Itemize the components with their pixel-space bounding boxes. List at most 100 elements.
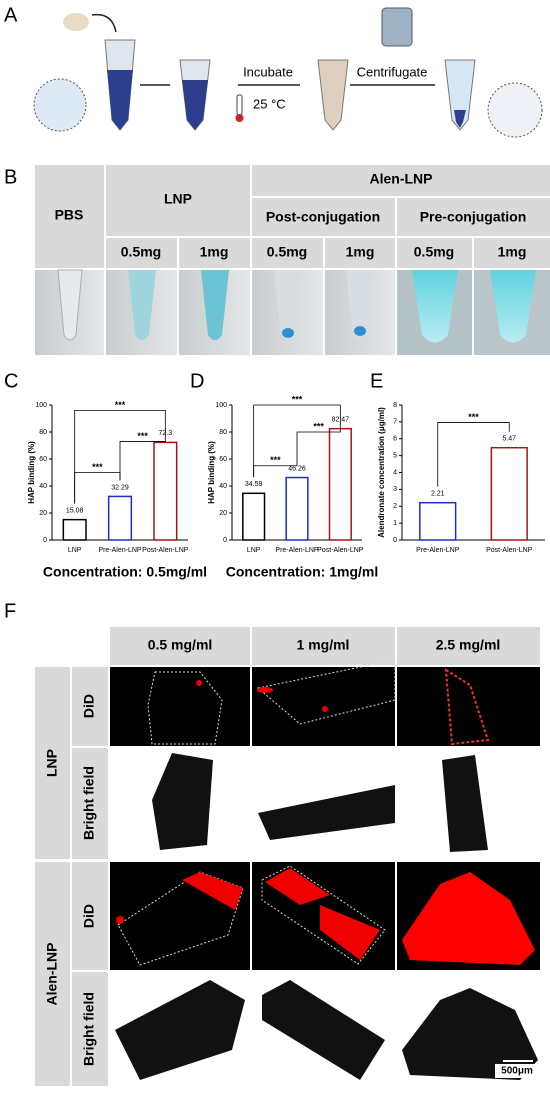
significance-bracket (119, 426, 166, 481)
y-tick-label: 6 (393, 436, 397, 443)
arrow (91, 13, 117, 33)
header-cell (35, 165, 104, 268)
header-cell (35, 862, 70, 1086)
dose: 1mg (498, 244, 527, 260)
x-tick-label: Pre-Alen-LNP (275, 547, 319, 554)
bar (328, 427, 352, 541)
powder (63, 13, 89, 31)
bar (62, 518, 87, 541)
signal (196, 680, 202, 686)
liquid (107, 70, 133, 130)
specimen (442, 755, 488, 852)
y-tick-label: 60 (219, 456, 227, 463)
x-tick-label: LNP (68, 547, 82, 554)
header-cell (252, 198, 395, 236)
micrograph (110, 862, 250, 970)
tube (412, 270, 458, 343)
y-tick-label: 1 (393, 520, 397, 527)
y-tick-label: 3 (393, 486, 397, 493)
zoom-circle (33, 78, 87, 132)
bar (490, 446, 528, 541)
signal (322, 706, 328, 712)
header: Pre-conjugation (420, 209, 527, 225)
y-axis-label: HAP binding (%) (207, 441, 216, 504)
bar (153, 441, 178, 541)
signal (402, 872, 535, 965)
y-tick-label: 40 (219, 483, 227, 490)
dose: 0.5mg (414, 244, 454, 260)
bar (107, 495, 133, 541)
row-label: Bright field (81, 766, 97, 840)
y-tick-label: 80 (219, 429, 227, 436)
significance-bracket (74, 410, 166, 504)
header-cell (252, 238, 323, 268)
scale-bg (495, 1064, 540, 1078)
step-label: 25 °C (253, 96, 286, 111)
significance-bracket (437, 422, 510, 487)
value-label: 15.08 (66, 507, 84, 514)
y-tick-label: 40 (39, 483, 47, 490)
bar (242, 492, 266, 541)
dose: 0.5mg (267, 244, 307, 260)
specimen (402, 988, 538, 1080)
panel-b: B PBS LNP Alen-LNP Post-conjugation Pre-… (4, 165, 550, 355)
panel-f: F 0.5 mg/ml 1 mg/ml 2.5 mg/ml LNP Alen-L… (4, 600, 540, 1086)
x-tick-label: Post-Alen-LNP (486, 547, 533, 554)
value-label: 2.21 (431, 491, 445, 498)
row-label: DiD (81, 694, 97, 718)
value-label: 46.26 (288, 465, 306, 472)
panel-a: A Incubate 25 °C Centrifugate (4, 4, 543, 138)
significance: *** (270, 455, 281, 465)
header-cell (72, 667, 108, 746)
signal (257, 687, 273, 693)
header-cell (179, 238, 250, 268)
header-cell (252, 165, 550, 196)
x-tick-label: Pre-Alen-LNP (416, 547, 460, 554)
significance-bracket (296, 412, 341, 462)
tube (317, 59, 349, 131)
y-tick-label: 7 (393, 419, 397, 426)
y-tick-label: 80 (39, 429, 47, 436)
x-axis-label: Concentration: 1mg/ml (226, 564, 378, 580)
y-tick-label: 8 (393, 402, 397, 409)
header-cell (72, 862, 108, 970)
outline (444, 668, 490, 746)
step-label: Centrifugate (357, 64, 428, 79)
tube (490, 270, 536, 343)
panel-label: D (190, 370, 204, 392)
x-axis-label: Concentration: 0.5mg/ml (43, 564, 207, 580)
bar (419, 501, 457, 541)
header-cell (397, 198, 550, 236)
tube (346, 270, 374, 340)
scale-label: 500μm (501, 1066, 533, 1077)
header-cell (106, 165, 250, 236)
y-tick-label: 100 (215, 402, 227, 409)
row-label: DiD (81, 904, 97, 928)
centrifuge (381, 7, 413, 47)
signal (265, 868, 380, 960)
panel-label: A (4, 4, 18, 26)
tube (128, 270, 156, 340)
significance: *** (115, 400, 126, 410)
header-cell (35, 667, 70, 859)
header: PBS (55, 207, 84, 223)
header-cell (72, 972, 108, 1086)
header-cell (397, 627, 540, 665)
group-label: LNP (44, 749, 60, 777)
y-axis-label: Alendronate concentration (μg/ml) (377, 407, 386, 538)
specimen (258, 785, 395, 840)
y-axis-label: HAP binding (%) (27, 441, 36, 504)
column-header: 1 mg/ml (297, 637, 350, 653)
y-tick-label: 5 (393, 452, 397, 459)
value-label: 34.59 (245, 481, 263, 488)
significance: *** (313, 421, 324, 431)
outline (147, 671, 223, 745)
step-label: Incubate (243, 64, 293, 79)
header-cell (252, 627, 395, 665)
group-label: Alen-LNP (44, 943, 60, 1006)
tube (57, 269, 83, 341)
specimen (152, 753, 213, 850)
significance: *** (468, 412, 479, 422)
header: Post-conjugation (266, 209, 380, 225)
